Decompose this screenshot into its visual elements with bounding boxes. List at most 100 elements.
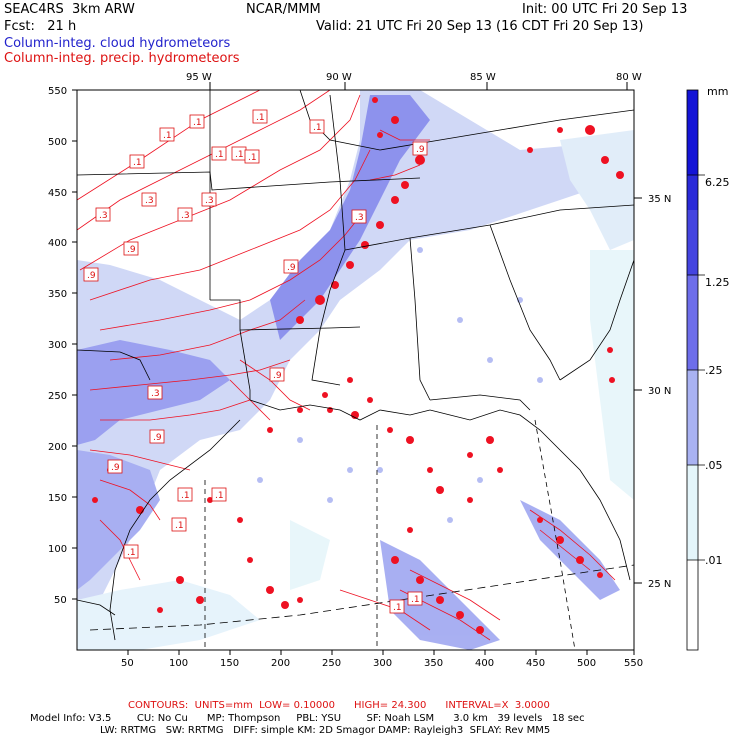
svg-text:400: 400 (475, 658, 494, 669)
colorbar-label: .05 (705, 459, 723, 472)
svg-text:500: 500 (577, 658, 596, 669)
svg-text:150: 150 (220, 658, 239, 669)
contour-label-16: .9 (412, 141, 428, 156)
svg-text:.9: .9 (87, 271, 96, 281)
org-label: NCAR/MMM (246, 2, 321, 17)
field-cloud-label: Column-integ. cloud hydrometeors (4, 36, 231, 51)
svg-text:.1: .1 (256, 113, 265, 123)
colorbar-label: 6.25 (705, 176, 730, 189)
svg-text:.1: .1 (215, 491, 224, 501)
svg-text:.1: .1 (181, 491, 190, 501)
contour-label-10: .3 (177, 207, 193, 222)
precip-cells (92, 97, 624, 634)
contour-label-21: .9 (269, 367, 285, 382)
svg-text:300: 300 (373, 658, 392, 669)
contour-label-19: .9 (149, 429, 165, 444)
contour-label-2: .1 (159, 127, 175, 142)
svg-text:.3: .3 (151, 389, 160, 399)
svg-text:.9: .9 (111, 463, 120, 473)
colorbar-label: 1.25 (705, 276, 730, 289)
contour-label-3: .1 (189, 114, 205, 129)
model-info-line-2: LW: RRTMG SW: RRTMG DIFF: simple KM: 2D … (100, 725, 551, 736)
contour-label-13: .9 (123, 241, 139, 256)
svg-text:.1: .1 (235, 150, 244, 160)
svg-text:.1: .1 (127, 548, 136, 558)
contour-label-1: .1 (129, 154, 145, 169)
colorbar-unit: mm (707, 85, 728, 98)
lon-label: 80 W (616, 72, 642, 83)
cloud-shading (77, 90, 634, 650)
svg-text:100: 100 (48, 544, 67, 555)
svg-text:.1: .1 (133, 158, 142, 168)
svg-text:.9: .9 (287, 263, 296, 273)
contour-label-22: .1 (177, 487, 193, 502)
svg-text:250: 250 (322, 658, 341, 669)
contour-label-25: .1 (211, 487, 227, 502)
svg-text:50: 50 (121, 658, 134, 669)
svg-text:550: 550 (48, 86, 67, 97)
lat-label: 30 N (648, 386, 671, 397)
model-title: SEAC4RS 3km ARW (4, 2, 135, 17)
svg-text:400: 400 (48, 238, 67, 249)
svg-text:.3: .3 (99, 211, 108, 221)
colorbar-label: .01 (705, 554, 723, 567)
svg-text:.1: .1 (163, 131, 172, 141)
lon-label: 85 W (470, 72, 496, 83)
contour-label-9: .3 (141, 192, 157, 207)
contour-label-28: .1 (244, 149, 260, 164)
svg-text:.1: .1 (313, 123, 322, 133)
contour-label-26: .1 (389, 599, 405, 614)
svg-text:200: 200 (271, 658, 290, 669)
contour-label-27: .1 (407, 591, 423, 606)
svg-text:.1: .1 (248, 153, 257, 163)
y-axis: 550 500 450 400 350 300 250 200 150 100 … (48, 86, 77, 606)
svg-text:200: 200 (48, 442, 67, 453)
svg-text:450: 450 (526, 658, 545, 669)
svg-text:500: 500 (48, 137, 67, 148)
svg-text:.9: .9 (127, 245, 136, 255)
contour-label-15: .9 (283, 259, 299, 274)
forecast-hour: Fcst: 21 h (4, 19, 77, 34)
contour-label-23: .1 (171, 517, 187, 532)
svg-text:50: 50 (54, 595, 67, 606)
svg-text:450: 450 (48, 188, 67, 199)
svg-text:.1: .1 (215, 150, 224, 160)
contour-label-24: .1 (123, 544, 139, 559)
svg-text:350: 350 (48, 289, 67, 300)
svg-text:.1: .1 (411, 595, 420, 605)
contour-label-17: .3 (147, 385, 163, 400)
svg-text:350: 350 (424, 658, 443, 669)
svg-text:.9: .9 (273, 371, 282, 381)
field-precip-label: Column-integ. precip. hydrometeors (4, 51, 240, 66)
contour-label-11: .3 (201, 192, 217, 207)
svg-text:.3: .3 (205, 196, 214, 206)
svg-text:250: 250 (48, 391, 67, 402)
lon-axis: 95 W 90 W 85 W 80 W (186, 72, 642, 90)
colorbar-label: .25 (705, 364, 723, 377)
contour-label-4: .1 (252, 109, 268, 124)
contour-label-7: .1 (231, 146, 247, 161)
svg-text:150: 150 (48, 493, 67, 504)
contour-label-18: .9 (144, 388, 158, 401)
lat-axis: 35 N 30 N 25 N (634, 194, 671, 590)
lat-label: 25 N (648, 579, 671, 590)
svg-text:.3: .3 (181, 211, 190, 221)
model-info-line-1: Model Info: V3.5 CU: No Cu MP: Thompson … (30, 713, 585, 724)
svg-text:.1: .1 (175, 521, 184, 531)
contour-label-20: .9 (107, 459, 123, 474)
borders (77, 90, 634, 650)
contour-label-6: .1 (211, 146, 227, 161)
colorbar: mm 6.25 1.25 .25 .05 .01 (686, 85, 730, 651)
contour-label-14: .9 (83, 267, 99, 282)
valid-time: Valid: 21 UTC Fri 20 Sep 13 (16 CDT Fri … (316, 19, 644, 34)
contour-info: CONTOURS: UNITS=mm LOW= 0.10000 HIGH= 24… (128, 700, 550, 711)
svg-text:.1: .1 (193, 118, 202, 128)
lon-label: 90 W (326, 72, 352, 83)
svg-text:.3: .3 (145, 196, 154, 206)
precip-contours (77, 90, 616, 641)
svg-text:100: 100 (169, 658, 188, 669)
svg-text:.1: .1 (393, 603, 402, 613)
lon-label: 95 W (186, 72, 212, 83)
contour-label-8: .3 (95, 207, 111, 222)
